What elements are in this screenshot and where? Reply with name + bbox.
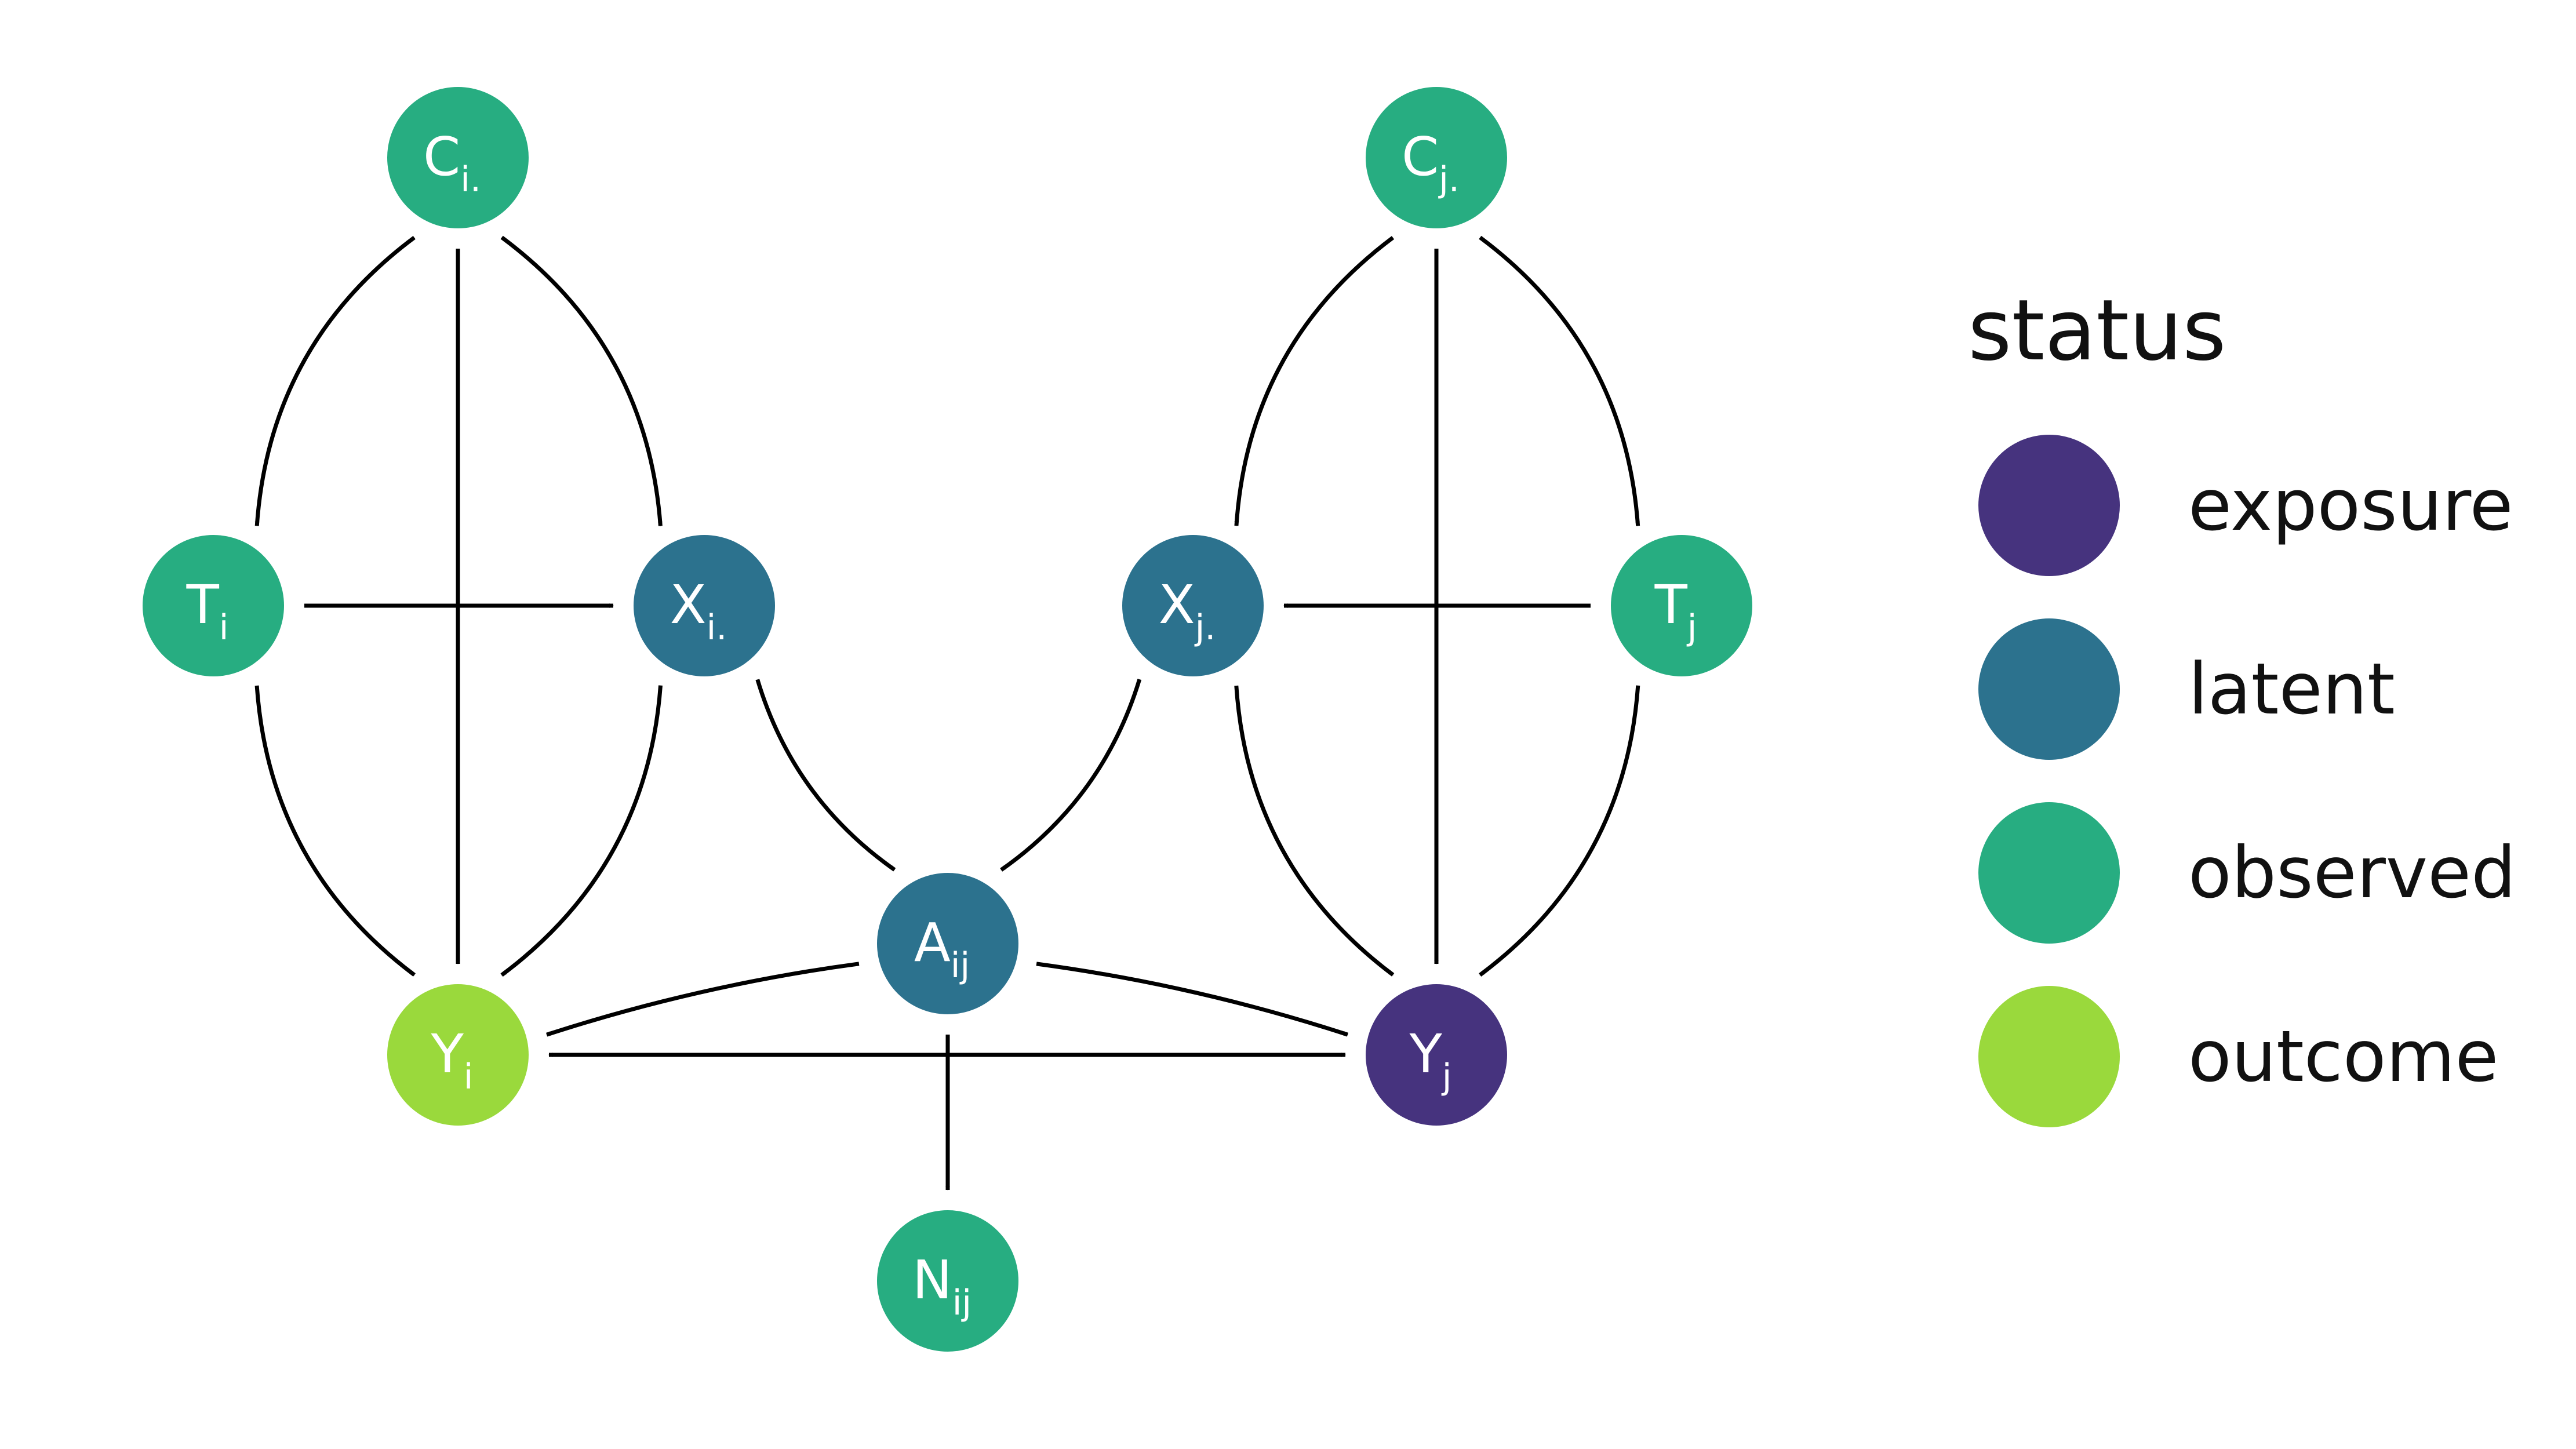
- legend-title: status: [1968, 282, 2226, 380]
- node-Xj: Xj.: [1122, 535, 1264, 676]
- node-Yj-label: Yj: [1409, 1023, 1452, 1097]
- node-Ti-label: Ti: [186, 574, 229, 648]
- node-Cj: Cj.: [1366, 87, 1507, 228]
- node-Nij: Nij: [877, 1210, 1018, 1352]
- node-Yi-circle: [387, 984, 529, 1126]
- node-Xj-label: Xj.: [1159, 574, 1216, 648]
- legend-swatch-exposure: [1978, 435, 2120, 576]
- node-Yi-label: Yi: [431, 1023, 474, 1097]
- node-Aij: Aij: [877, 873, 1018, 1014]
- legend-swatch-observed: [1978, 802, 2120, 944]
- edge-Aij-Yi: [546, 962, 860, 1037]
- nodes-group: Ci. Cj. Ti Xi. Xj. Tj Aij Yi Yj Nij: [143, 87, 1752, 1352]
- node-Aij-circle: [877, 873, 1018, 1014]
- edge-Xi-Yi: [500, 685, 663, 977]
- edge-Ci-Ti: [254, 235, 416, 526]
- node-Aij-label: Aij: [914, 912, 970, 986]
- edge-Tj-Yj: [1479, 685, 1640, 977]
- node-Ci-circle: [387, 87, 529, 228]
- legend-label-observed: observed: [2188, 832, 2516, 914]
- node-Cj-label: Cj.: [1402, 126, 1460, 200]
- edge-Ci-Xi: [500, 235, 663, 527]
- edges-group: [254, 235, 1640, 1190]
- node-Ti: Ti: [143, 535, 284, 676]
- node-Ti-circle: [143, 535, 284, 676]
- node-Nij-label: Nij: [912, 1249, 972, 1323]
- node-Yj-circle: [1366, 984, 1507, 1126]
- node-Nij-circle: [877, 1210, 1018, 1352]
- node-Yi: Yi: [387, 984, 529, 1126]
- edge-Cj-Xj: [1234, 236, 1395, 526]
- node-Tj: Tj: [1611, 535, 1752, 676]
- edge-Aij-Yj: [1036, 962, 1349, 1037]
- legend-label-outcome: outcome: [2188, 1015, 2498, 1098]
- legend-label-latent: latent: [2188, 648, 2395, 730]
- legend-label-exposure: exposure: [2188, 464, 2513, 547]
- node-Ci: Ci.: [387, 87, 529, 228]
- edge-Xi-Aij: [755, 679, 896, 872]
- node-Tj-label: Tj: [1654, 574, 1697, 648]
- node-Yj: Yj: [1366, 984, 1507, 1126]
- node-Cj-circle: [1366, 87, 1507, 228]
- legend-swatch-outcome: [1978, 986, 2120, 1127]
- edge-Cj-Tj: [1479, 235, 1640, 527]
- edge-Ti-Yi: [254, 685, 416, 977]
- node-Xi-circle: [634, 535, 775, 676]
- node-Xj-circle: [1122, 535, 1264, 676]
- legend: status exposure latent observed outcome: [1968, 282, 2516, 1127]
- node-Tj-circle: [1611, 535, 1752, 676]
- node-Xi-label: Xi.: [670, 574, 727, 648]
- edge-Xj-Yj: [1234, 685, 1395, 977]
- node-Ci-label: Ci.: [423, 126, 481, 200]
- legend-swatch-latent: [1978, 618, 2120, 760]
- node-Xi: Xi.: [634, 535, 775, 676]
- edge-Xj-Aij: [1000, 679, 1142, 872]
